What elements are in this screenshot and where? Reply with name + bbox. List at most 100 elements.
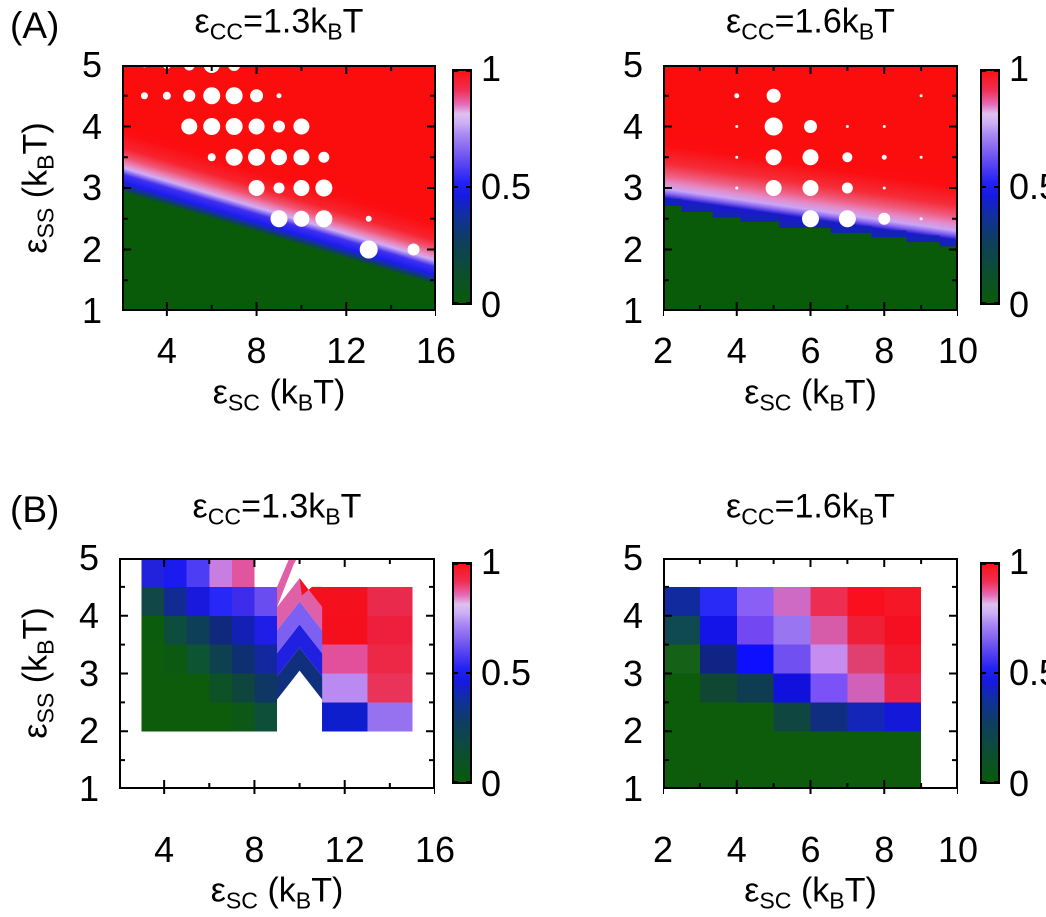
heatmap-cell (773, 615, 811, 645)
bottom-tick-stubs (119, 789, 435, 795)
data-bubble (293, 118, 310, 135)
heatmap-cell (209, 644, 232, 674)
heatmap-cell (141, 673, 165, 703)
label-text: ε (16, 238, 55, 254)
x-tick-label: 4 (726, 829, 747, 870)
heatmap-cells (663, 586, 922, 789)
x-tick-label: 8 (874, 829, 895, 870)
colorbar-tick-label: 1 (1009, 48, 1030, 89)
heatmap-cell (209, 558, 232, 587)
data-bubble (207, 153, 216, 162)
y-tick-label: 1 (78, 768, 99, 809)
y-tick-label: 5 (622, 537, 643, 578)
plot-title-A-right: εCC=1.6kBT (726, 2, 895, 45)
heatmap-cell (164, 615, 187, 645)
colorbar-A-left (452, 69, 472, 305)
x-tick-label: 16 (414, 829, 456, 870)
label-text: ε (210, 871, 226, 910)
data-bubble (734, 93, 740, 99)
heatmap-cell (254, 673, 277, 703)
heatmap-cell (254, 702, 277, 732)
subscript-text: CC (741, 18, 775, 45)
colorbar-tick-label: 0.5 (1009, 166, 1046, 207)
data-bubble (225, 87, 243, 105)
heatmap-cell (231, 586, 255, 616)
x-tick-label: 6 (800, 330, 821, 371)
heatmap-svg-B-right (663, 558, 958, 789)
heatmap-svg-A-left (122, 65, 436, 311)
tick-stub-svg (163, 789, 435, 794)
tick-stub-svg (663, 789, 958, 794)
plot-title-B-left: εCC=1.3kBT (193, 488, 362, 530)
subscript-text: B (858, 18, 875, 45)
bottom-tick-stubs (663, 789, 958, 795)
heatmap-cell (699, 673, 737, 703)
data-bubble (842, 152, 853, 163)
colorbar-gradient (980, 69, 1000, 305)
subscript-text: CC (209, 18, 244, 45)
data-bubble (919, 155, 923, 159)
subscript-text: SC (227, 389, 260, 416)
data-bubble (764, 117, 783, 136)
x-tick-label: 10 (937, 829, 979, 870)
heatmap-cell (847, 644, 885, 674)
x-tick-label: 8 (244, 829, 265, 870)
data-bubble (882, 186, 886, 190)
data-bubble (271, 149, 287, 166)
heatmap-cell (773, 644, 811, 674)
data-bubble (293, 180, 310, 196)
data-bubble (203, 118, 221, 135)
heatmap-cell (186, 586, 210, 616)
y-tick-label: 3 (622, 652, 643, 694)
heatmap-cell (699, 615, 737, 645)
heatmap-cell (141, 702, 165, 732)
heatmap-cell (663, 586, 700, 616)
heatmap-cell (699, 644, 737, 674)
heatmap-cell (209, 673, 232, 703)
heatmap-cell (663, 615, 700, 645)
colorbar-gradient (452, 69, 472, 305)
heatmap-cell (773, 586, 811, 616)
label-text: T) (16, 607, 55, 640)
panel-label-B: (B) (10, 489, 60, 530)
data-bubble (407, 243, 420, 256)
data-bubble (270, 210, 288, 228)
colorbar-tick-label: 0.5 (1009, 652, 1046, 693)
y-axis-label-row-B: εSS (kBT) (16, 607, 59, 738)
heatmap-cell (810, 673, 848, 703)
data-bubble (225, 148, 243, 166)
label-text: (k (257, 871, 296, 910)
y-tick-label: 4 (622, 105, 643, 147)
heatmap-cell (847, 615, 885, 645)
sheared-cell (299, 578, 323, 608)
x-axis-label-B-right: εSC (kBT) (744, 871, 877, 914)
data-bubble (359, 240, 378, 259)
data-bubble (919, 217, 923, 221)
heatmap-cell (209, 702, 232, 732)
label-text: T) (844, 871, 877, 910)
x-tick-label: 10 (937, 330, 979, 371)
label-text: T (874, 2, 895, 41)
heatmap-cell (663, 731, 922, 789)
plot-frame (122, 65, 436, 311)
heatmap-cell (884, 615, 922, 645)
heatmap-cell (736, 702, 774, 732)
heatmap-cell (663, 644, 700, 674)
panel-label-A: (A) (10, 5, 60, 46)
heatmap-cell (164, 644, 187, 674)
sheared-cell (277, 578, 323, 631)
colorbar-B-left (452, 562, 472, 784)
subscript-text: SC (759, 389, 792, 416)
y-tick-label: 3 (622, 167, 643, 208)
heatmap-svg-B-left (119, 558, 435, 789)
heatmap-cell (367, 586, 413, 616)
data-bubble (293, 210, 310, 227)
heatmap-cell (254, 615, 277, 645)
y-tick-label: 5 (78, 537, 99, 578)
y-tick-label: 2 (622, 228, 643, 270)
colorbar-A-right (980, 69, 1000, 305)
y-tick-label: 2 (78, 710, 99, 752)
